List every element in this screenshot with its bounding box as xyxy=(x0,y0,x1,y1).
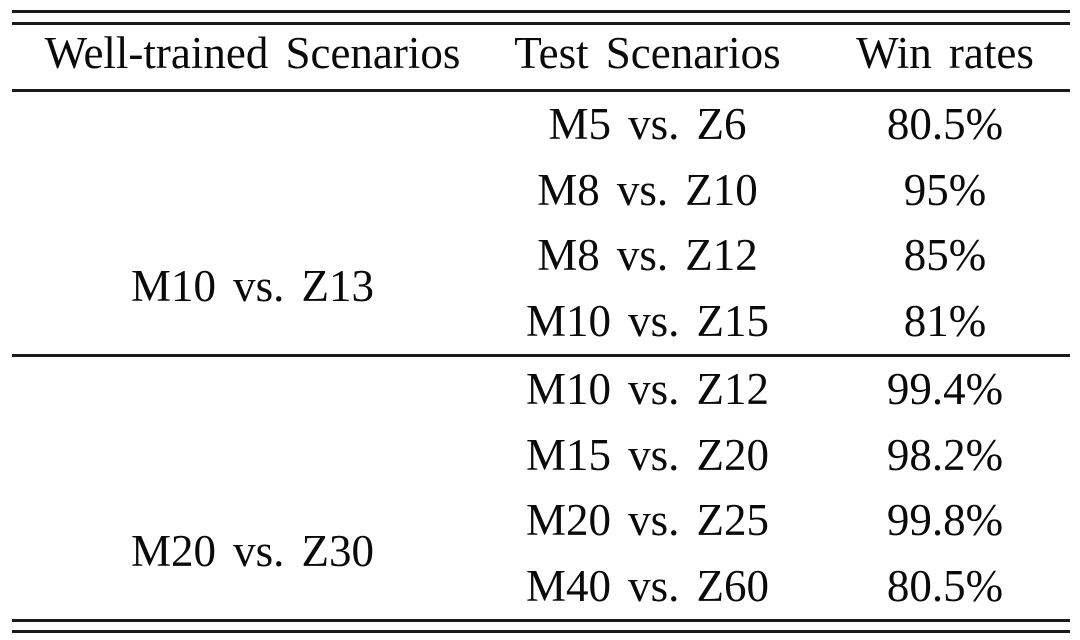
win-rate-cell: 99.8% xyxy=(886,495,1004,545)
test-scenario-cell: M20 vs. Z25 xyxy=(526,495,769,545)
test-scenario-cell: M8 vs. Z10 xyxy=(537,164,758,215)
test-scenario-cell: M10 vs. Z15 xyxy=(526,295,769,346)
test-scenario-cell: M8 vs. Z12 xyxy=(537,230,758,280)
test-scenario-cell: M5 vs. Z6 xyxy=(548,99,747,149)
well-trained-cell: M10 vs. Z13 xyxy=(0,92,505,354)
test-scenario-cell: M40 vs. Z60 xyxy=(526,560,769,611)
column-header-test-scenarios: Test Scenarios xyxy=(514,28,781,79)
top-rule-outer xyxy=(12,10,1070,13)
group-m20-vs-z30: M20 vs. Z30 M10 vs. Z12 99.4% M15 vs. Z2… xyxy=(0,357,1080,619)
test-scenario-cell: M15 vs. Z20 xyxy=(526,429,769,480)
header-rule xyxy=(12,89,1070,92)
win-rate-cell: 80.5% xyxy=(886,99,1004,149)
test-scenario-cell: M10 vs. Z12 xyxy=(526,364,769,414)
win-rate-cell: 81% xyxy=(903,295,987,346)
win-rate-cell: 99.4% xyxy=(886,364,1004,414)
top-rule-inner xyxy=(12,22,1070,25)
column-header-well-trained-scenarios: Well-trained Scenarios xyxy=(44,28,461,79)
group-divider-rule xyxy=(12,354,1070,357)
group-m10-vs-z13: M10 vs. Z13 M5 vs. Z6 80.5% M8 vs. Z10 9… xyxy=(0,92,1080,354)
win-rate-cell: 85% xyxy=(903,230,987,280)
win-rate-cell: 98.2% xyxy=(886,429,1004,480)
bottom-rule-outer xyxy=(12,619,1070,622)
column-header-win-rates: Win rates xyxy=(856,28,1034,79)
win-rate-cell: 80.5% xyxy=(886,560,1004,611)
well-trained-label: M20 vs. Z30 xyxy=(131,525,374,576)
well-trained-label: M10 vs. Z13 xyxy=(131,260,374,311)
well-trained-cell: M20 vs. Z30 xyxy=(0,357,505,619)
table-header-row: Well-trained Scenarios Test Scenarios Wi… xyxy=(0,28,1080,80)
win-rate-cell: 95% xyxy=(903,164,987,215)
bottom-rule-inner xyxy=(12,630,1070,633)
